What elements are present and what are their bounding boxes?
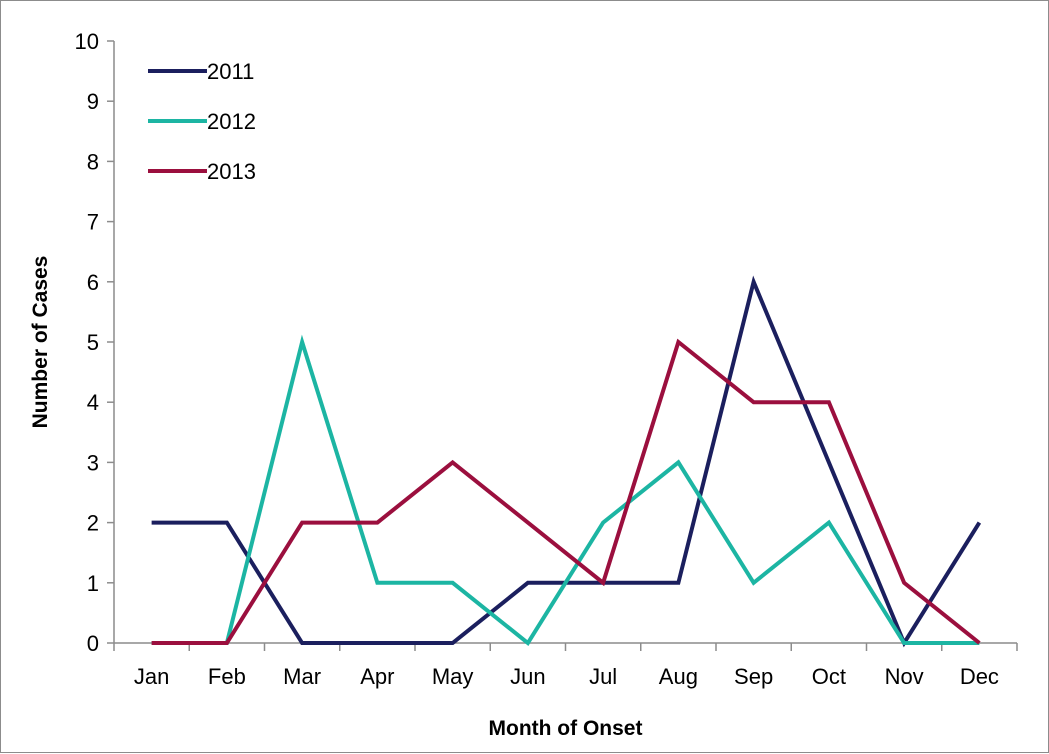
y-tick-label: 2 (87, 511, 99, 536)
legend-label-2011: 2011 (207, 59, 254, 84)
y-tick-label: 9 (87, 89, 99, 114)
series-lines (151, 275, 982, 648)
axes: 0 1 2 3 4 5 6 7 8 9 10 Jan Feb Mar Apr May Jun Jul Aug Sep O… (75, 29, 1018, 689)
y-tick-label: 5 (87, 330, 99, 355)
legend-label-2012: 2012 (207, 109, 256, 134)
x-tick-label: Oct (812, 664, 846, 689)
y-tick-label: 0 (87, 631, 99, 656)
x-tick-label: Nov (885, 664, 924, 689)
legend-label-2013: 2013 (207, 159, 256, 184)
x-tick-label: Aug (659, 664, 698, 689)
y-tick-label: 7 (87, 210, 99, 235)
x-tick-label: Jun (510, 664, 545, 689)
x-tick-label: Jul (589, 664, 617, 689)
series-line-2012 (151, 334, 980, 646)
x-tick-label: Sep (734, 664, 773, 689)
series-line-2013 (151, 338, 981, 645)
y-tick-label: 8 (87, 149, 99, 174)
y-tick-label: 4 (87, 390, 99, 415)
x-tick-label: Feb (208, 664, 246, 689)
y-tick-label: 1 (87, 571, 99, 596)
y-axis-title: Number of Cases (29, 256, 52, 429)
x-tick-label: Apr (360, 664, 394, 689)
x-tick-label: Mar (283, 664, 321, 689)
legend: 2011 2012 2013 (148, 59, 256, 184)
x-tick-label: May (432, 664, 474, 689)
x-tick-label: Dec (960, 664, 999, 689)
y-tick-label: 3 (87, 450, 99, 475)
x-tick-label: Jan (134, 664, 169, 689)
x-axis-title: Month of Onset (489, 717, 643, 740)
y-tick-label: 6 (87, 270, 99, 295)
y-tick-label: 10 (75, 29, 99, 54)
